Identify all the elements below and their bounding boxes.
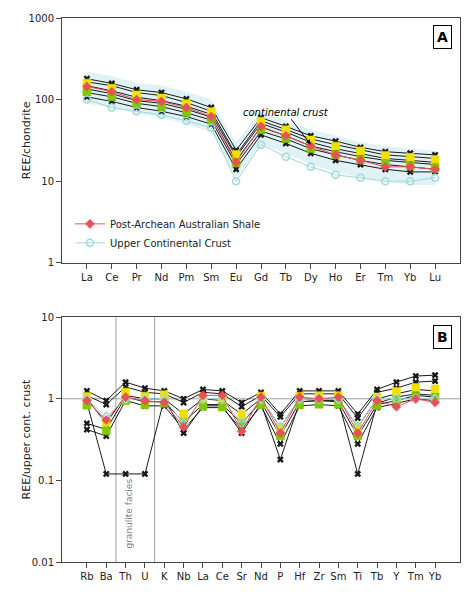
svg-text:K: K (161, 571, 168, 582)
svg-text:Pr: Pr (132, 272, 143, 283)
svg-text:Tb: Tb (370, 571, 383, 582)
svg-text:La: La (197, 571, 209, 582)
svg-text:Th: Th (118, 571, 131, 582)
svg-text:10: 10 (41, 312, 54, 323)
svg-text:Yb: Yb (403, 272, 416, 283)
svg-text:Zr: Zr (314, 571, 326, 582)
svg-text:Ce: Ce (105, 272, 118, 283)
svg-text:0.01: 0.01 (32, 557, 54, 568)
svg-text:Sm: Sm (330, 571, 346, 582)
svg-text:Tb: Tb (279, 272, 292, 283)
svg-text:B: B (437, 329, 448, 345)
svg-text:REE/chondrite: REE/chondrite (20, 101, 33, 179)
svg-text:continental crust: continental crust (243, 107, 329, 118)
svg-text:Nd: Nd (155, 272, 169, 283)
svg-text:P: P (277, 571, 283, 582)
svg-text:La: La (81, 272, 93, 283)
svg-text:Eu: Eu (230, 272, 243, 283)
svg-text:Nd: Nd (254, 571, 268, 582)
svg-text:Sr: Sr (236, 571, 247, 582)
svg-text:Post-Archean Australian Shale: Post-Archean Australian Shale (110, 219, 260, 230)
svg-text:Ba: Ba (100, 571, 113, 582)
svg-text:100: 100 (35, 94, 54, 105)
svg-text:1: 1 (48, 257, 54, 268)
svg-text:Upper Continental Crust: Upper Continental Crust (110, 238, 231, 249)
svg-text:Tm: Tm (376, 272, 393, 283)
svg-text:10: 10 (41, 176, 54, 187)
svg-text:Y: Y (392, 571, 400, 582)
svg-text:U: U (141, 571, 148, 582)
svg-text:1000: 1000 (29, 13, 54, 24)
svg-text:Sm: Sm (203, 272, 219, 283)
svg-text:Rb: Rb (80, 571, 93, 582)
svg-text:Yb: Yb (428, 571, 441, 582)
svg-text:A: A (437, 29, 448, 45)
svg-text:Dy: Dy (304, 272, 318, 283)
svg-text:Pm: Pm (178, 272, 194, 283)
svg-text:1: 1 (48, 393, 54, 404)
svg-text:Lu: Lu (429, 272, 441, 283)
svg-text:Tm: Tm (407, 571, 424, 582)
svg-text:Hf: Hf (294, 571, 306, 582)
svg-text:REE/upper cont. crust: REE/upper cont. crust (20, 379, 33, 499)
svg-text:Ce: Ce (216, 571, 229, 582)
svg-text:Ti: Ti (352, 571, 362, 582)
svg-text:Gd: Gd (254, 272, 268, 283)
svg-text:0.1: 0.1 (38, 475, 54, 486)
svg-text:Ho: Ho (329, 272, 343, 283)
svg-text:Nb: Nb (177, 571, 191, 582)
svg-text:Er: Er (355, 272, 366, 283)
svg-text:granulite facies: granulite facies (124, 479, 134, 549)
